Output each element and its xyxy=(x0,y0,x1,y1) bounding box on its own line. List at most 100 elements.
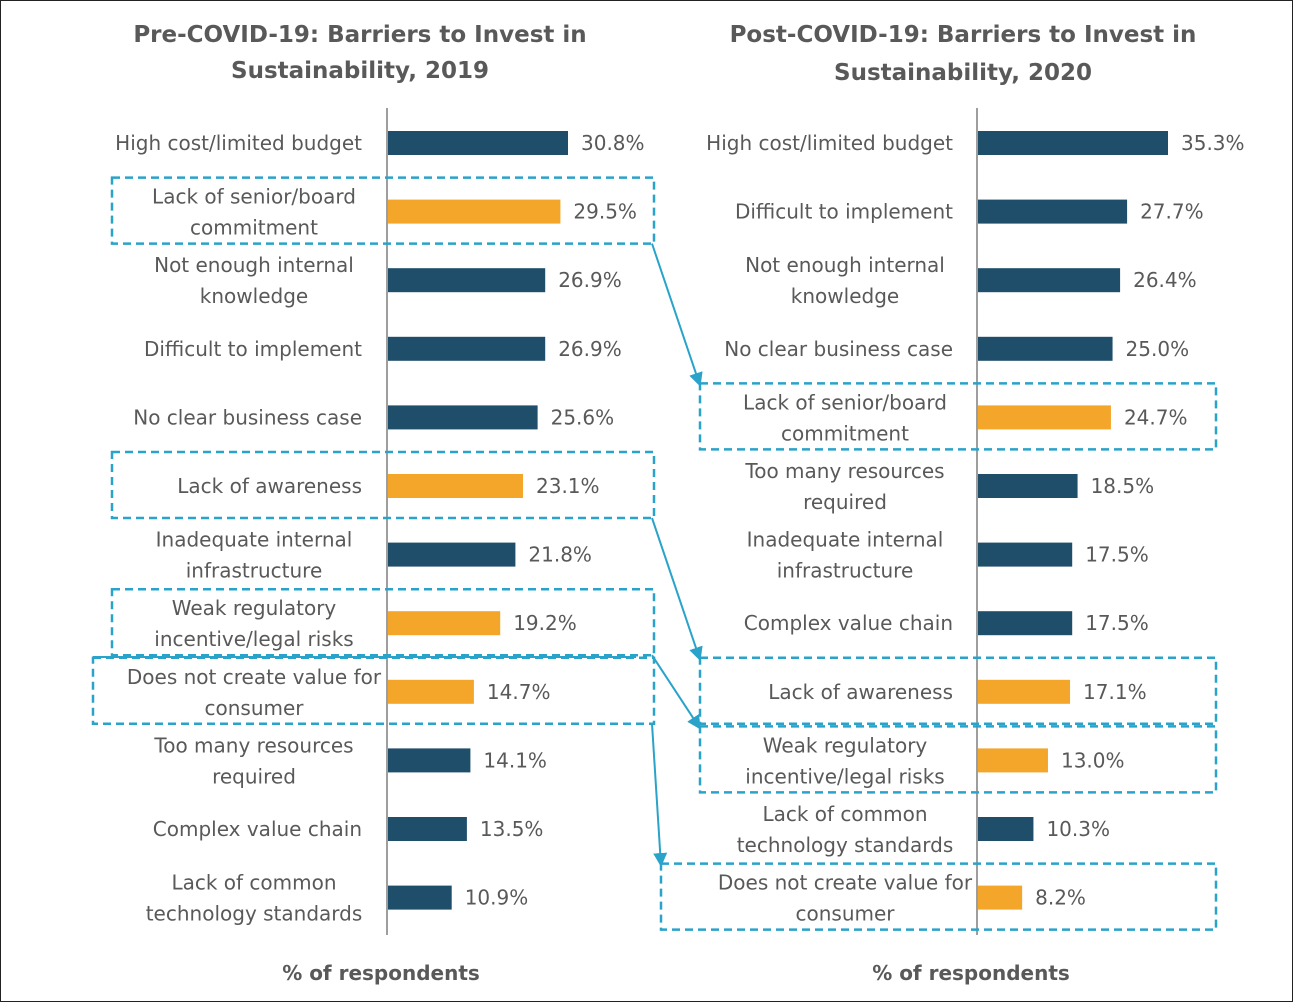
category-label-line: Too many resources xyxy=(744,459,944,483)
category-label-line: incentive/legal risks xyxy=(154,627,353,651)
data-label: 24.7% xyxy=(1124,405,1188,429)
panel-2: Post-COVID-19: Barriers to Invest in Sust… xyxy=(659,22,1245,985)
bar xyxy=(978,885,1023,910)
link-arrow xyxy=(651,517,703,662)
data-label: 26.9% xyxy=(558,337,622,361)
category-label-line: infrastructure xyxy=(186,559,323,583)
category-label-line: Lack of senior/board xyxy=(152,185,356,209)
bar xyxy=(978,542,1073,567)
highlight-box xyxy=(698,725,1218,794)
category-label-line: incentive/legal risks xyxy=(745,764,944,788)
category-label-line: Lack of senior/board xyxy=(743,390,947,414)
category-label: Complex value chain xyxy=(744,611,953,635)
category-label: No clear business case xyxy=(133,405,362,429)
data-label: 35.3% xyxy=(1181,131,1245,155)
bar xyxy=(978,817,1034,841)
category-label-line: consumer xyxy=(204,696,304,720)
category-label-line: Lack of common xyxy=(762,802,927,826)
data-label: 13.5% xyxy=(480,817,544,841)
chart-title: Post-COVID-19: Barriers to Invest in xyxy=(730,22,1197,48)
category-label-line: required xyxy=(212,764,296,788)
data-label: 25.0% xyxy=(1126,337,1190,361)
category-label-line: infrastructure xyxy=(777,559,914,583)
data-label: 10.9% xyxy=(465,886,529,910)
category-label: Not enough internal knowledge xyxy=(745,253,945,308)
bar xyxy=(388,199,561,224)
data-label: 21.8% xyxy=(528,543,592,567)
category-label: Lack of senior/board commitment xyxy=(152,185,356,240)
bar xyxy=(978,268,1121,293)
bar xyxy=(388,268,546,293)
data-label: 18.5% xyxy=(1091,474,1155,498)
x-axis-label: % of respondents xyxy=(282,961,480,985)
bar xyxy=(978,611,1073,636)
bar xyxy=(388,885,452,910)
data-label: 14.7% xyxy=(487,680,551,704)
chart-title: Pre-COVID-19: Barriers to Invest in xyxy=(133,22,586,48)
bar xyxy=(978,679,1071,704)
category-label-line: commitment xyxy=(781,421,909,445)
data-label: 30.8% xyxy=(581,131,645,155)
data-label: 17.1% xyxy=(1083,680,1147,704)
category-label-line: Weak regulatory xyxy=(763,733,928,757)
category-label-line: Not enough internal xyxy=(745,253,945,277)
category-label-line: consumer xyxy=(795,902,895,926)
data-label: 13.0% xyxy=(1061,748,1125,772)
highlight-box xyxy=(659,862,1218,931)
bar xyxy=(388,679,474,704)
data-label: 19.2% xyxy=(513,611,577,635)
category-label-line: Lack of common xyxy=(171,871,336,895)
chart-title: Sustainability, 2019 xyxy=(231,58,489,84)
link-arrow xyxy=(651,654,701,730)
category-label: Lack of common technology standards xyxy=(146,871,363,926)
bar xyxy=(388,474,523,498)
category-label: Too many resources required xyxy=(744,459,944,514)
bar xyxy=(978,336,1113,361)
category-label: High cost/limited budget xyxy=(706,131,953,155)
highlight-box xyxy=(110,450,656,520)
bar xyxy=(388,817,467,841)
data-label: 10.3% xyxy=(1046,817,1110,841)
category-label: No clear business case xyxy=(724,337,953,361)
category-label: Difficult to implement xyxy=(144,337,362,361)
data-label: 26.4% xyxy=(1133,268,1197,292)
category-label-line: knowledge xyxy=(200,284,308,308)
bar xyxy=(978,199,1128,224)
category-label: Lack of common technology standards xyxy=(737,802,954,857)
data-label: 29.5% xyxy=(573,200,637,224)
category-label-line: technology standards xyxy=(146,902,363,926)
panel-1: Pre-COVID-19: Barriers to Invest in Susta… xyxy=(91,22,656,985)
highlight-box xyxy=(110,587,656,657)
category-label-line: knowledge xyxy=(791,284,899,308)
bar xyxy=(388,611,501,636)
bar xyxy=(388,405,538,430)
category-label-line: Weak regulatory xyxy=(172,596,337,620)
data-label: 25.6% xyxy=(551,405,615,429)
bar xyxy=(978,474,1078,498)
data-label: 8.2% xyxy=(1035,886,1086,910)
category-label-line: Does not create value for xyxy=(718,871,973,895)
bar xyxy=(978,405,1111,430)
category-label: Does not create value for consumer xyxy=(127,665,382,720)
category-label: Inadequate internal infrastructure xyxy=(747,528,944,583)
category-label: Complex value chain xyxy=(153,817,362,841)
data-label: 17.5% xyxy=(1085,611,1149,635)
category-label-line: commitment xyxy=(190,216,318,240)
category-label: Not enough internal knowledge xyxy=(154,253,354,308)
category-label-line: Not enough internal xyxy=(154,253,354,277)
category-label: Weak regulatory incentive/legal risks xyxy=(154,596,353,651)
category-label-line: Too many resources xyxy=(153,733,353,757)
link-arrow xyxy=(651,243,703,387)
data-label: 26.9% xyxy=(558,268,622,292)
category-label: Does not create value for consumer xyxy=(718,871,973,926)
category-label: Inadequate internal infrastructure xyxy=(156,528,353,583)
category-label: Lack of awareness xyxy=(177,474,362,498)
category-label-line: Inadequate internal xyxy=(156,528,353,552)
data-label: 23.1% xyxy=(536,474,600,498)
highlight-box xyxy=(698,382,1218,451)
category-label-line: technology standards xyxy=(737,833,954,857)
link-arrow xyxy=(651,723,668,867)
bar xyxy=(978,748,1048,773)
category-label: Lack of awareness xyxy=(768,680,953,704)
